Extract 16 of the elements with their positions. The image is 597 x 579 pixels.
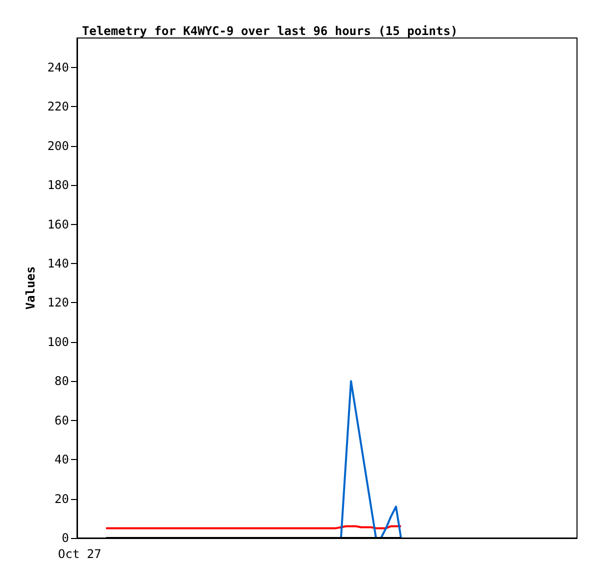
y-tick-label: 240: [47, 60, 69, 74]
y-tick-label: 40: [54, 452, 69, 467]
chart-title: Telemetry for K4WYC-9 over last 96 hours (15 points): [82, 24, 458, 38]
y-tick-label: 0: [62, 531, 69, 545]
text: Oct 27: [58, 547, 102, 561]
y-tick-label: 180: [47, 178, 69, 192]
y-tick-label: 20: [54, 492, 69, 506]
y-tick-label: 80: [54, 374, 69, 388]
y-tick-label: 200: [47, 138, 69, 153]
y-tick-label: 60: [54, 413, 69, 428]
y-tick-label: 220: [47, 100, 69, 114]
y-tick-label: 100: [47, 334, 69, 349]
y-tick-label: 120: [47, 296, 69, 310]
y-tick-label: 160: [47, 217, 69, 232]
y-axis-title: Values: [23, 266, 38, 310]
y-tick-label: 140: [47, 256, 69, 270]
